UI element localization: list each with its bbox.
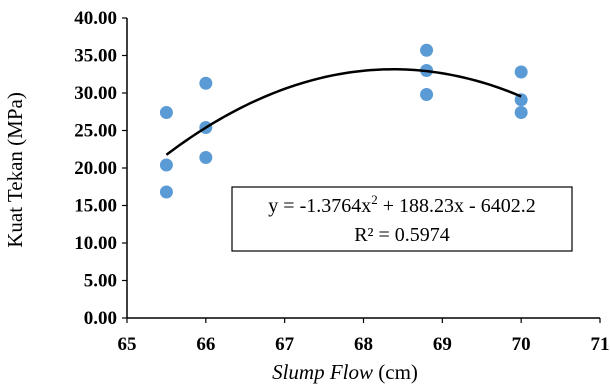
y-tick-label: 20.00 (74, 158, 117, 179)
data-point (159, 106, 173, 119)
y-tick-label: 10.00 (74, 233, 117, 254)
x-tick-label: 66 (196, 334, 215, 355)
trendline-equation-box: y = -1.3764x2 + 188.23x - 6402.2 R² = 0.… (231, 186, 573, 252)
trendline (165, 68, 522, 156)
data-point (420, 88, 434, 101)
y-tick-label: 35.00 (74, 46, 117, 67)
x-tick-label: 67 (275, 334, 295, 355)
x-tick-label: 65 (118, 334, 137, 355)
data-point (514, 106, 528, 119)
y-axis-ticks: 0.00 5.00 10.00 15.00 20.00 25.00 30.00 35.00 40… (74, 8, 127, 329)
equation-line-1: y = -1.3764x2 + 188.23x - 6402.2 (268, 192, 535, 217)
y-tick-label: 40.00 (74, 8, 117, 29)
x-tick-label: 69 (433, 334, 452, 355)
data-point (420, 43, 434, 57)
x-tick-label: 68 (354, 334, 373, 355)
y-tick-label: 30.00 (74, 83, 117, 104)
equation-line-2: R² = 0.5974 (354, 224, 450, 246)
y-axis-title: Kuat Tekan (MPa) (3, 92, 27, 248)
y-tick-label: 5.00 (84, 271, 117, 292)
data-point (514, 65, 528, 79)
y-tick-label: 25.00 (74, 121, 117, 142)
x-axis-ticks: 65 66 67 68 69 70 71 (118, 318, 610, 355)
x-tick-label: 71 (591, 334, 610, 355)
data-point (159, 158, 173, 172)
data-point (199, 76, 213, 90)
x-tick-label: 70 (512, 334, 531, 355)
data-point (199, 151, 213, 164)
y-tick-label: 0.00 (84, 308, 117, 329)
y-tick-label: 15.00 (74, 196, 117, 217)
x-axis-title: Slump Flow (cm) (272, 360, 418, 384)
data-point (514, 93, 528, 107)
data-point (159, 185, 173, 199)
data-points (159, 43, 528, 199)
